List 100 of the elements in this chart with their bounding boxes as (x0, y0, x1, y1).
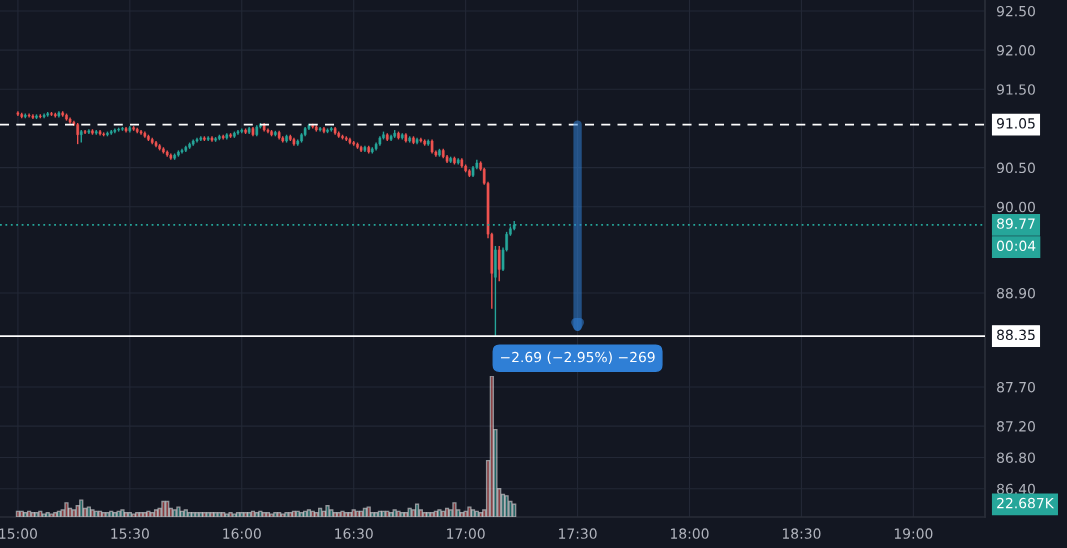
bar (202, 512, 207, 517)
candlestick (102, 131, 105, 137)
candlestick (397, 130, 400, 141)
bar (355, 510, 360, 517)
candlestick (158, 143, 161, 152)
bar (228, 512, 233, 517)
candlestick (494, 245, 497, 337)
candlestick (449, 155, 452, 164)
bar (138, 512, 144, 517)
candlestick (341, 134, 344, 141)
bar (262, 512, 267, 517)
bar (120, 509, 125, 517)
bar (67, 507, 73, 517)
candlestick (106, 130, 109, 137)
bar (329, 509, 334, 517)
candlestick (188, 141, 191, 150)
bar (23, 512, 28, 517)
candlestick (270, 129, 273, 137)
bar (153, 509, 159, 517)
y-tick-label: 91.50 (996, 84, 1035, 95)
bar (388, 512, 394, 517)
candlestick (132, 125, 135, 132)
bar (150, 512, 155, 517)
bar (64, 502, 69, 517)
x-tick-label: 19:00 (894, 528, 933, 539)
x-tick-label: 18:00 (671, 528, 709, 539)
bar (381, 510, 386, 517)
bar (165, 500, 170, 517)
candlestick (468, 168, 471, 178)
bar (71, 509, 76, 517)
bar (90, 509, 95, 517)
x-tick-label: 16:00 (223, 528, 261, 539)
bar (176, 506, 181, 517)
candlestick (218, 134, 221, 141)
candlestick (173, 152, 176, 161)
bar (123, 512, 129, 517)
candlestick (65, 112, 68, 122)
candlestick (233, 130, 236, 139)
y-tick-label: 90.00 (996, 201, 1035, 213)
bar (235, 512, 241, 517)
ref-line-label: 88.35 (997, 329, 1035, 341)
bar (217, 512, 222, 517)
bar (474, 510, 479, 517)
candlestick (408, 135, 411, 144)
bar (206, 512, 211, 517)
y-tick-label: 86.80 (997, 452, 1035, 463)
bar (168, 507, 173, 517)
candlestick (285, 134, 288, 144)
bar (340, 510, 345, 517)
candlestick (91, 128, 94, 136)
bar (49, 513, 54, 517)
x-tick-label: 16:30 (335, 528, 373, 539)
bar (512, 503, 517, 517)
bar (269, 513, 274, 517)
bar (306, 509, 312, 517)
candlestick (147, 134, 150, 142)
candlestick (497, 245, 501, 282)
x-tick-label: 15:00 (0, 528, 37, 539)
bar (325, 505, 330, 517)
bar (500, 493, 506, 517)
bar (94, 510, 99, 517)
bar (441, 510, 446, 517)
candlestick (453, 155, 456, 166)
bar (482, 509, 487, 517)
bar (418, 509, 423, 517)
bar (105, 512, 110, 517)
bar (247, 512, 252, 517)
bar (109, 510, 114, 517)
bar (258, 510, 263, 517)
ref-line-label: 89.77 (997, 218, 1035, 229)
bar (97, 510, 103, 517)
text: 22.687K (997, 497, 1055, 509)
y-tick-label: 86.40 (997, 483, 1035, 495)
bar (485, 459, 491, 517)
bar (414, 503, 420, 517)
bar (508, 500, 513, 517)
candlestick (356, 141, 359, 150)
y-tick-label: 87.70 (997, 381, 1035, 393)
candlestick (412, 135, 415, 145)
bar (358, 510, 364, 517)
bar (497, 488, 502, 517)
bar (284, 512, 289, 517)
candlestick (438, 148, 441, 158)
candlestick (229, 132, 232, 139)
y-tick-label: 88.90 (997, 287, 1035, 299)
bar (34, 512, 39, 517)
bar (232, 513, 237, 517)
bar (82, 507, 88, 517)
bar (370, 512, 375, 517)
ref-line-label: 91.05 (996, 118, 1035, 129)
bar (250, 510, 256, 517)
x-tick-label: 17:00 (447, 528, 485, 539)
bar (280, 513, 285, 517)
bar (303, 510, 308, 517)
bar (213, 512, 218, 517)
candlestick (393, 129, 396, 139)
bar (273, 512, 278, 517)
bar (191, 512, 196, 517)
x-tick-label: 18:30 (782, 528, 821, 539)
bar (366, 506, 371, 517)
